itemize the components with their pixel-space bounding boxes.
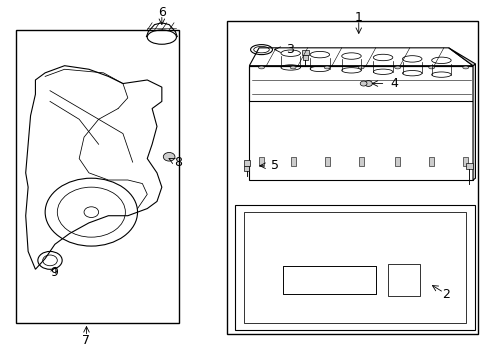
Bar [387,264,419,296]
Bar [462,157,467,166]
Text: 4: 4 [389,77,397,90]
Bar [243,160,250,166]
Ellipse shape [428,66,434,69]
Ellipse shape [462,66,468,69]
Bar [394,157,399,166]
Bar [301,50,308,55]
Text: 7: 7 [82,334,90,347]
Bar [16,30,179,323]
Ellipse shape [324,66,329,69]
Ellipse shape [258,66,264,69]
Bar [290,157,295,166]
Bar [283,266,375,294]
Text: 9: 9 [50,266,58,279]
Bar [358,157,363,166]
Bar [465,163,471,169]
Text: 3: 3 [285,43,293,56]
Bar [302,55,307,60]
Bar [428,157,433,166]
Bar [259,157,264,166]
Text: 2: 2 [442,288,449,301]
Bar [283,266,375,294]
Text: 1: 1 [354,11,362,24]
Ellipse shape [358,66,364,69]
Circle shape [360,81,366,86]
Bar [324,157,329,166]
Bar [227,21,477,334]
Text: 6: 6 [158,6,165,19]
Circle shape [364,81,372,86]
Ellipse shape [289,66,295,69]
Ellipse shape [394,66,400,69]
Polygon shape [472,64,474,180]
Text: 8: 8 [174,156,182,168]
Circle shape [163,153,175,161]
Polygon shape [448,48,474,66]
Text: 5: 5 [271,159,279,172]
Bar [244,166,249,171]
